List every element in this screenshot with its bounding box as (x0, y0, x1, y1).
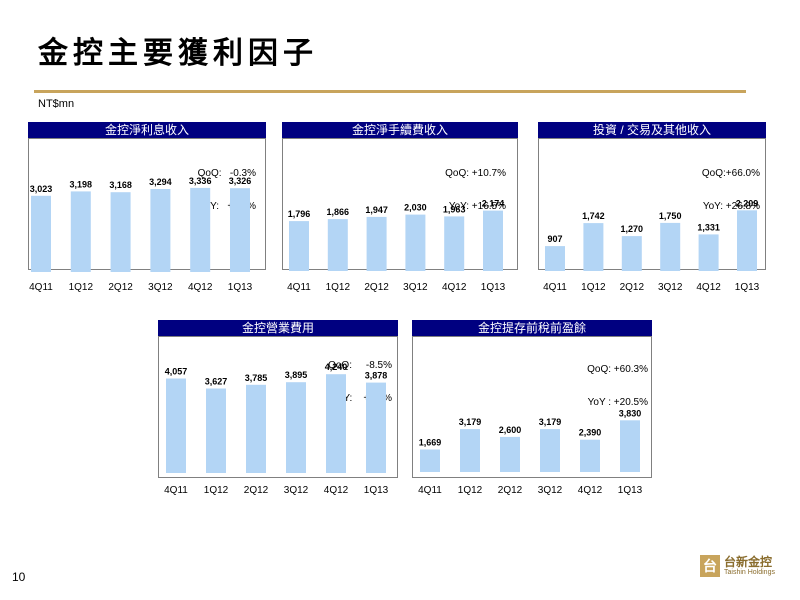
x-tick-label: 2Q12 (244, 485, 269, 496)
x-tick-label: 4Q12 (442, 282, 467, 293)
x-tick-label: 1Q13 (364, 485, 389, 496)
qoq-text: QoQ: +10.7% (445, 168, 506, 179)
unit-label: NT$mn (38, 98, 75, 110)
logo-name: 台新金控 (724, 555, 773, 569)
growth-rates: QoQ: +10.7% YoY: +16.5% (432, 146, 506, 234)
x-tick-label: 3Q12 (538, 485, 563, 496)
x-tick-label: 2Q12 (620, 282, 645, 293)
yoy-text: YoY: +26.8% (702, 201, 760, 212)
chart-box (282, 138, 518, 270)
panel-header: 金控淨利息收入 (28, 122, 266, 138)
x-tick-label: 1Q12 (581, 282, 606, 293)
x-tick-label: 4Q12 (188, 282, 213, 293)
yoy-text: YoY: +16.5% (448, 201, 506, 212)
x-tick-label: 3Q12 (658, 282, 683, 293)
page-title: 金控主要獲利因子 (38, 36, 318, 71)
x-tick-label: 1Q13 (228, 282, 253, 293)
x-tick-label: 1Q13 (618, 485, 643, 496)
qoq-text: QoQ: -8.5% (328, 360, 392, 371)
x-tick-label: 2Q12 (364, 282, 389, 293)
title-divider (34, 90, 746, 93)
x-tick-label: 1Q12 (326, 282, 351, 293)
logo-subtitle: Taishin Holdings (724, 569, 775, 576)
x-tick-label: 4Q12 (696, 282, 721, 293)
panel-header: 金控提存前稅前盈餘 (412, 320, 652, 336)
x-tick-label: 1Q12 (458, 485, 483, 496)
x-tick-label: 1Q13 (735, 282, 760, 293)
qoq-text: QoQ:+66.0% (701, 168, 760, 179)
x-tick-label: 2Q12 (498, 485, 523, 496)
growth-rates: QoQ:+66.0% YoY: +26.8% (684, 146, 760, 234)
yoy-text: YoY: +6.9% (332, 393, 392, 404)
x-tick-label: 4Q11 (29, 282, 53, 293)
qoq-text: QoQ: +60.3% (587, 364, 648, 375)
chart-box (412, 336, 652, 478)
x-tick-label: 4Q12 (578, 485, 603, 496)
chart-box (28, 138, 266, 270)
yoy-text: YoY: +4.0% (198, 201, 256, 212)
yoy-text: YoY : +20.5% (587, 397, 648, 408)
x-tick-label: 4Q11 (164, 485, 188, 496)
company-logo: 台 台新金控 Taishin Holdings (700, 553, 780, 589)
x-tick-label: 4Q12 (324, 485, 349, 496)
chart-box (158, 336, 398, 478)
growth-rates: QoQ: -8.5% YoY: +6.9% (308, 338, 392, 426)
panel-header: 投資 / 交易及其他收入 (538, 122, 766, 138)
x-tick-label: 3Q12 (403, 282, 428, 293)
x-tick-label: 4Q11 (287, 282, 311, 293)
qoq-text: QoQ: -0.3% (197, 168, 256, 179)
chart-box (538, 138, 766, 270)
growth-rates: QoQ: +60.3% YoY : +20.5% (572, 342, 648, 430)
x-tick-label: 3Q12 (148, 282, 173, 293)
logo-mark-icon: 台 (700, 555, 720, 577)
x-tick-label: 4Q11 (543, 282, 567, 293)
panel-header: 金控營業費用 (158, 320, 398, 336)
x-tick-label: 1Q12 (69, 282, 94, 293)
x-tick-label: 2Q12 (108, 282, 133, 293)
growth-rates: QoQ: -0.3% YoY: +4.0% (188, 146, 256, 234)
x-tick-label: 1Q13 (481, 282, 506, 293)
x-tick-label: 3Q12 (284, 485, 309, 496)
page-number: 10 (12, 570, 26, 584)
panel-header: 金控淨手續費收入 (282, 122, 518, 138)
x-tick-label: 4Q11 (418, 485, 442, 496)
x-tick-label: 1Q12 (204, 485, 229, 496)
